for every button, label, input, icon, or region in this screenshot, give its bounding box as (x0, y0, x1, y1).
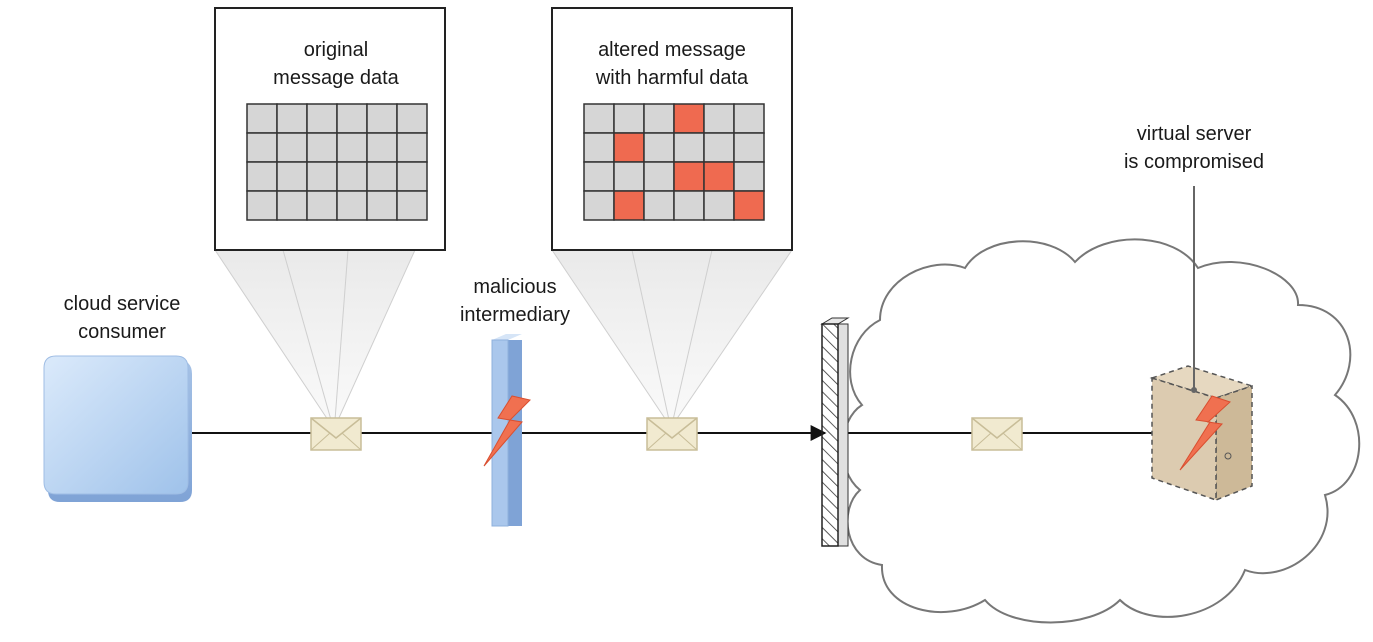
data-cell (583, 161, 615, 192)
altered-beam (551, 249, 793, 421)
data-cell (613, 161, 645, 192)
altered-message-box: altered message with harmful data (551, 7, 793, 251)
altered-title-line2: with harmful data (595, 67, 749, 89)
data-cell (703, 190, 735, 221)
harmful-data-cell (733, 190, 765, 221)
data-cell (733, 161, 765, 192)
harmful-data-cell (673, 161, 705, 192)
virtual-server (1149, 365, 1255, 502)
data-cell (643, 190, 675, 221)
data-cell (583, 103, 615, 134)
original-title-line1: original (304, 39, 368, 61)
data-cell (276, 132, 308, 163)
data-cell (336, 103, 368, 134)
data-cell (366, 103, 398, 134)
lightning-icon (483, 395, 531, 467)
data-cell (673, 132, 705, 163)
data-cell (396, 190, 428, 221)
data-cell (246, 161, 278, 192)
data-cell (306, 103, 338, 134)
data-cell (366, 161, 398, 192)
harmful-data-cell (703, 161, 735, 192)
altered-data-grid (583, 103, 765, 221)
data-cell (673, 190, 705, 221)
data-cell (396, 161, 428, 192)
data-cell (336, 161, 368, 192)
original-message-box: original message data (214, 7, 446, 251)
intermediary-label-line1: malicious (473, 276, 556, 298)
data-cell (583, 190, 615, 221)
intermediary-label-line2: intermediary (460, 304, 570, 326)
data-cell (246, 190, 278, 221)
altered-title-line1: altered message (598, 39, 746, 61)
data-cell (336, 132, 368, 163)
envelope-icon (310, 417, 362, 451)
data-cell (703, 132, 735, 163)
harmful-data-cell (613, 132, 645, 163)
data-cell (306, 132, 338, 163)
envelope-icon (646, 417, 698, 451)
cloud-service-consumer: cloud service consumer (43, 293, 192, 502)
data-cell (366, 132, 398, 163)
harmful-data-cell (673, 103, 705, 134)
consumer-label-line1: cloud service (64, 293, 181, 315)
data-cell (733, 103, 765, 134)
data-cell (336, 190, 368, 221)
data-cell (276, 190, 308, 221)
data-cell (643, 161, 675, 192)
data-cell (246, 103, 278, 134)
harmful-data-cell (613, 190, 645, 221)
data-cell (583, 132, 615, 163)
data-cell (643, 132, 675, 163)
data-cell (396, 103, 428, 134)
data-cell (396, 132, 428, 163)
server-label-line1: virtual server (1137, 123, 1252, 145)
data-cell (306, 190, 338, 221)
data-cell (613, 103, 645, 134)
cloud-shape (841, 238, 1361, 624)
data-cell (306, 161, 338, 192)
lightning-icon (1179, 395, 1231, 471)
data-cell (366, 190, 398, 221)
original-data-grid (246, 103, 428, 221)
data-cell (703, 103, 735, 134)
data-cell (276, 161, 308, 192)
envelope-icon (971, 417, 1023, 451)
consumer-label-line2: consumer (78, 321, 166, 343)
original-beam (214, 249, 416, 421)
server-label-line2: is compromised (1124, 151, 1264, 173)
malicious-intermediary: malicious intermediary (460, 276, 570, 527)
firewall (820, 317, 850, 547)
data-cell (643, 103, 675, 134)
original-title-line2: message data (273, 67, 400, 89)
data-cell (733, 132, 765, 163)
data-cell (246, 132, 278, 163)
data-cell (276, 103, 308, 134)
